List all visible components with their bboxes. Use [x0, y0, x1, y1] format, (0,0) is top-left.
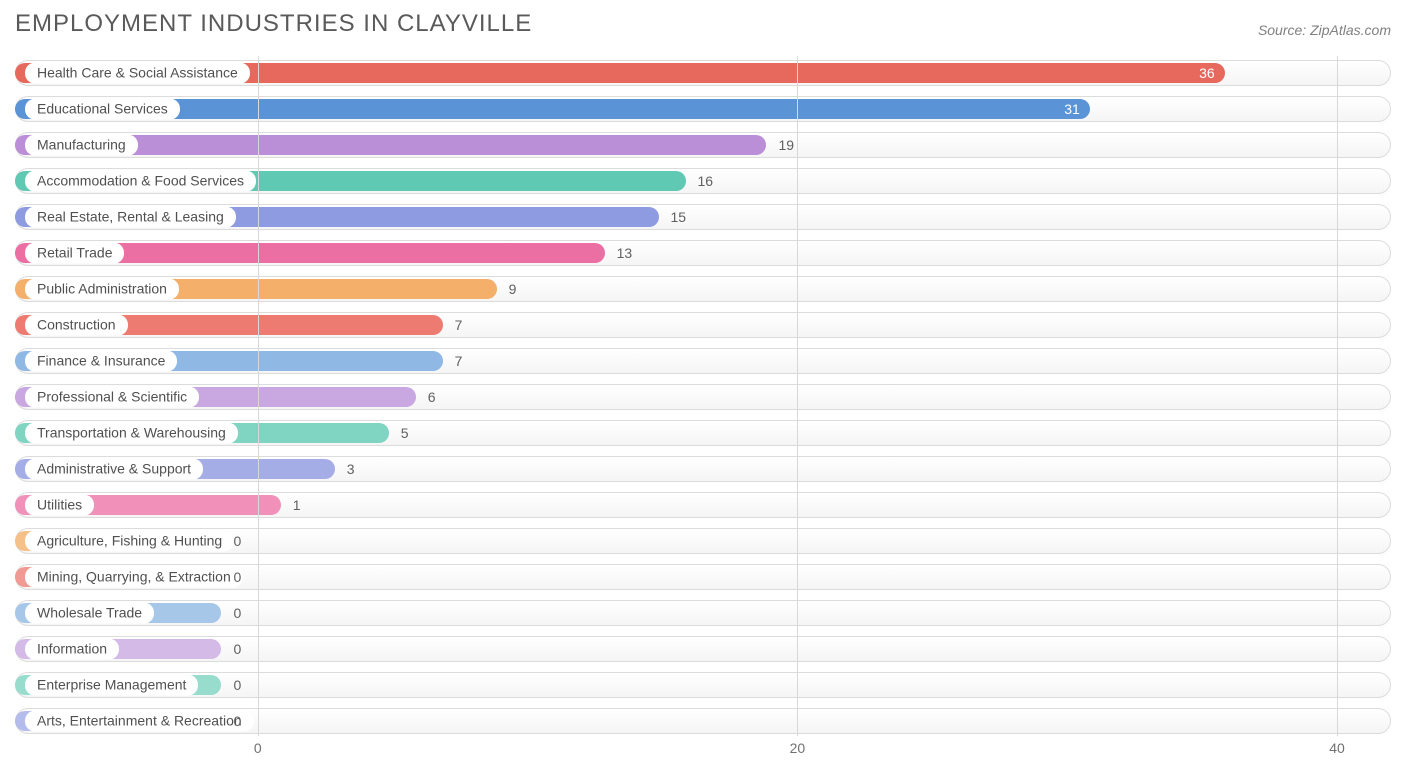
- bar-row: Utilities 1: [15, 490, 1391, 520]
- bar-label: Manufacturing: [25, 135, 138, 156]
- bar-row: Arts, Entertainment & Recreation0: [15, 706, 1391, 736]
- bar-label: Retail Trade: [25, 243, 124, 264]
- bar-value: 36: [1199, 65, 1215, 81]
- gridline: [797, 56, 798, 736]
- bar-label: Public Administration: [25, 279, 179, 300]
- bar-value: 16: [698, 173, 714, 189]
- bar-label: Construction: [25, 315, 128, 336]
- bar-label: Transportation & Warehousing: [25, 423, 238, 444]
- bar-row: Construction 7: [15, 310, 1391, 340]
- bar-value: 1: [293, 497, 301, 513]
- bar-row: Retail Trade 13: [15, 238, 1391, 268]
- bar-value: 0: [233, 569, 241, 585]
- bar-row: Enterprise Management 0: [15, 670, 1391, 700]
- bar-value: 7: [455, 353, 463, 369]
- bar-label: Administrative & Support: [25, 459, 203, 480]
- bar-value: 9: [509, 281, 517, 297]
- bar-label: Professional & Scientific: [25, 387, 199, 408]
- gridline: [1337, 56, 1338, 736]
- bar-track: [15, 636, 1391, 662]
- bar-row: Administrative & Support 3: [15, 454, 1391, 484]
- bar-label: Health Care & Social Assistance: [25, 63, 250, 84]
- x-axis: 0 20 40: [15, 736, 1391, 761]
- chart-title: EMPLOYMENT INDUSTRIES IN CLAYVILLE: [15, 10, 532, 38]
- bar-row: Transportation & Warehousing 5: [15, 418, 1391, 448]
- bar-row: Educational Services 31: [15, 94, 1391, 124]
- gridline: [258, 56, 259, 736]
- bar-label: Wholesale Trade: [25, 603, 154, 624]
- bar-row: Wholesale Trade 0: [15, 598, 1391, 628]
- bar-value: 15: [671, 209, 687, 225]
- bar-value: 0: [233, 641, 241, 657]
- bar-label: Arts, Entertainment & Recreation: [25, 711, 254, 732]
- bar-value: 0: [233, 677, 241, 693]
- x-tick: 40: [1329, 740, 1345, 756]
- bar-label: Information: [25, 639, 119, 660]
- plot-region: Health Care & Social Assistance36Educati…: [15, 56, 1391, 736]
- bar-rows: Health Care & Social Assistance36Educati…: [15, 56, 1391, 736]
- bar-value: 0: [233, 605, 241, 621]
- source-attribution: Source: ZipAtlas.com: [1258, 22, 1391, 38]
- bar-value: 19: [778, 137, 794, 153]
- bar-value: 0: [233, 713, 241, 729]
- bar-row: Information 0: [15, 634, 1391, 664]
- bar-row: Health Care & Social Assistance 36: [15, 58, 1391, 88]
- bar-label: Real Estate, Rental & Leasing: [25, 207, 236, 228]
- bar-value: 3: [347, 461, 355, 477]
- x-tick: 20: [790, 740, 806, 756]
- bar-value: 5: [401, 425, 409, 441]
- bar-value: 7: [455, 317, 463, 333]
- bar-value: 13: [617, 245, 633, 261]
- bar-row: Mining, Quarrying, & Extraction0: [15, 562, 1391, 592]
- x-tick: 0: [254, 740, 262, 756]
- bar-label: Educational Services: [25, 99, 180, 120]
- bar-row: Finance & Insurance 7: [15, 346, 1391, 376]
- bar-label: Utilities: [25, 495, 94, 516]
- bar-row: Public Administration 9: [15, 274, 1391, 304]
- bar-value: 0: [233, 533, 241, 549]
- chart-area: Health Care & Social Assistance36Educati…: [15, 56, 1391, 761]
- bar-row: Professional & Scientific 6: [15, 382, 1391, 412]
- bar-label: Finance & Insurance: [25, 351, 177, 372]
- bar-label: Enterprise Management: [25, 675, 198, 696]
- bar-label: Mining, Quarrying, & Extraction: [25, 567, 243, 588]
- bar-row: Real Estate, Rental & Leasing 15: [15, 202, 1391, 232]
- bar-label: Accommodation & Food Services: [25, 171, 256, 192]
- bar-track: [15, 600, 1391, 626]
- bar-value: 6: [428, 389, 436, 405]
- bar-row: Manufacturing 19: [15, 130, 1391, 160]
- bar-row: Accommodation & Food Services 16: [15, 166, 1391, 196]
- bar-track: [15, 672, 1391, 698]
- bar-value: 31: [1064, 101, 1080, 117]
- bar-label: Agriculture, Fishing & Hunting: [25, 531, 234, 552]
- bar-row: Agriculture, Fishing & Hunting0: [15, 526, 1391, 556]
